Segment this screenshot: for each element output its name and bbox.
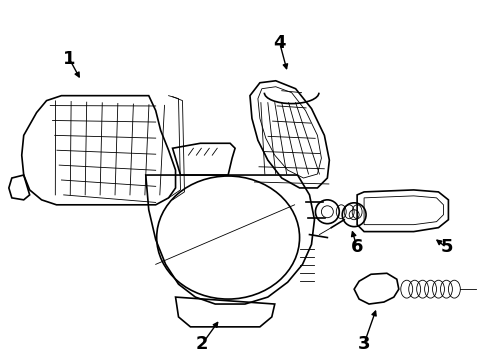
Text: 1: 1	[63, 50, 75, 68]
Text: 5: 5	[440, 238, 453, 256]
Text: 3: 3	[358, 335, 370, 353]
Text: 4: 4	[273, 34, 286, 52]
Text: 2: 2	[196, 335, 209, 353]
Text: 6: 6	[351, 238, 364, 256]
